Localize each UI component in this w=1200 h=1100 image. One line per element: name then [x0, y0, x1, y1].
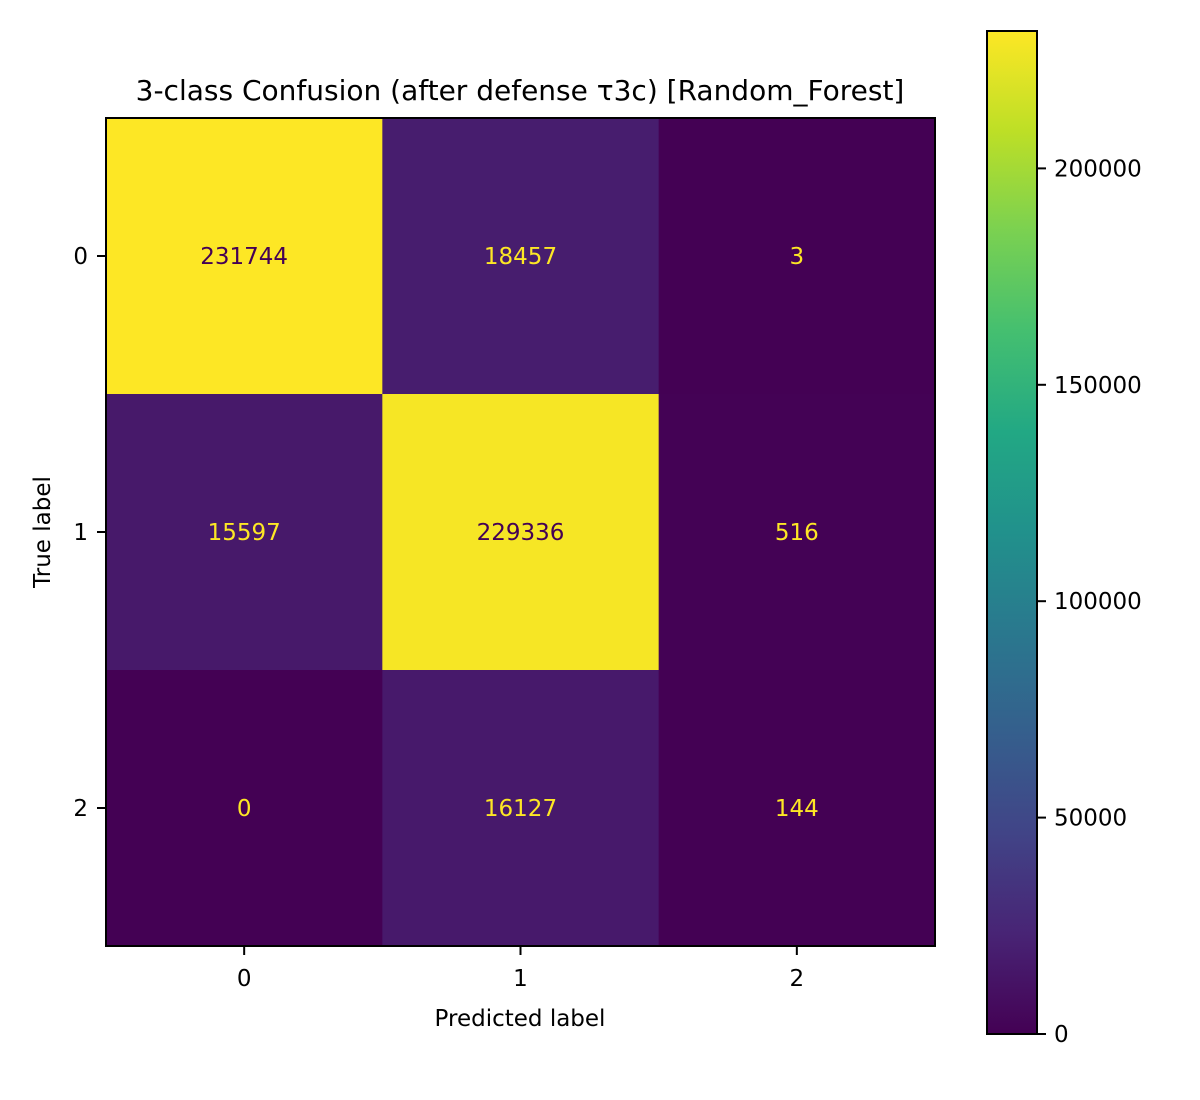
heatmap-cells	[106, 118, 936, 947]
cell-value-r1-c1: 229336	[477, 520, 565, 546]
heatmap-cell-labels: 231744 18457 3 15597 229336 516 0 16127 144	[200, 244, 819, 822]
colorbar-tick-label: 200000	[1054, 156, 1142, 182]
cell-value-r2-c1: 16127	[484, 796, 557, 822]
y-tick-label: 0	[73, 244, 88, 270]
colorbar-ticks: 0 50000 100000 150000 200000	[1037, 156, 1142, 1048]
colorbar-tick-label: 150000	[1054, 373, 1142, 399]
heatmap-cell-r0-c0	[106, 118, 383, 395]
x-axis-label: Predicted label	[435, 1006, 606, 1032]
x-tick-label: 2	[790, 966, 805, 992]
y-tick-label: 1	[73, 520, 88, 546]
heatmap-cell-r2-c0	[106, 670, 383, 947]
heatmap-cell-r2-c2	[658, 670, 936, 947]
cell-value-r2-c0: 0	[237, 796, 252, 822]
heatmap-cell-r0-c1	[382, 118, 660, 395]
colorbar-tick-label: 50000	[1054, 806, 1127, 832]
cell-value-r2-c2: 144	[775, 796, 819, 822]
y-axis-ticks: 0 1 2	[73, 244, 106, 822]
cell-value-r1-c0: 15597	[208, 520, 281, 546]
cell-value-r0-c1: 18457	[484, 244, 557, 270]
y-tick-label: 2	[73, 796, 88, 822]
x-tick-label: 1	[513, 966, 528, 992]
heatmap-cell-r0-c2	[658, 118, 936, 395]
heatmap-cell-r1-c1	[382, 394, 660, 671]
heatmap-cell-r2-c1	[382, 670, 660, 947]
x-axis-ticks: 0 1 2	[237, 946, 804, 992]
colorbar-tick-label: 0	[1054, 1022, 1069, 1048]
y-axis-label: True label	[30, 476, 56, 589]
heatmap-cell-r1-c0	[106, 394, 383, 671]
x-tick-label: 0	[237, 966, 252, 992]
colorbar	[986, 30, 1038, 1035]
heatmap-cell-r1-c2	[658, 394, 936, 671]
colorbar-tick-label: 100000	[1054, 589, 1142, 615]
cell-value-r0-c2: 3	[790, 244, 805, 270]
cell-value-r1-c2: 516	[775, 520, 819, 546]
cell-value-r0-c0: 231744	[200, 244, 288, 270]
chart-title: 3-class Confusion (after defense τ3c) [R…	[136, 74, 905, 107]
